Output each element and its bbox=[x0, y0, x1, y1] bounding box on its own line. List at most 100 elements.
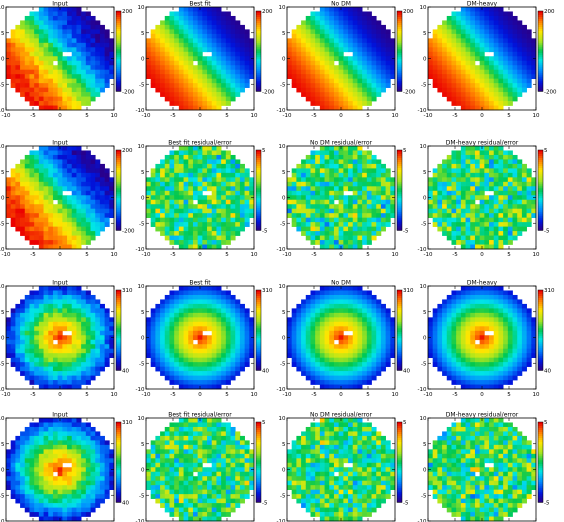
heatmap-cell bbox=[315, 163, 321, 169]
heatmap-cell bbox=[531, 60, 537, 66]
colorbar-segment bbox=[116, 356, 121, 359]
heatmap-cell bbox=[34, 321, 40, 327]
heatmap-cell bbox=[329, 92, 335, 97]
heatmap-cell bbox=[357, 226, 363, 232]
heatmap-cell bbox=[498, 240, 504, 245]
heatmap-cell bbox=[188, 213, 194, 218]
heatmap-cell bbox=[150, 33, 156, 39]
heatmap-cell bbox=[183, 286, 189, 291]
heatmap-cell bbox=[239, 172, 245, 178]
colorbar-frame bbox=[255, 149, 262, 231]
heatmap-cell bbox=[188, 101, 194, 106]
heatmap-cell bbox=[357, 213, 363, 218]
heatmap-cell bbox=[202, 11, 208, 17]
heatmap-cell bbox=[71, 7, 77, 12]
heatmap-cell bbox=[446, 186, 452, 192]
heatmap-cell bbox=[432, 56, 438, 62]
heatmap-cell bbox=[305, 190, 311, 196]
heatmap-cell bbox=[174, 56, 180, 62]
heatmap-cell bbox=[202, 56, 208, 62]
heatmap-cell bbox=[244, 190, 250, 196]
heatmap-cell bbox=[493, 101, 499, 106]
heatmap-cell bbox=[493, 24, 499, 30]
heatmap-cell bbox=[301, 222, 307, 227]
heatmap-cell bbox=[81, 154, 87, 160]
heatmap-cell bbox=[301, 199, 307, 205]
heatmap-cell bbox=[221, 303, 227, 309]
heatmap-cell bbox=[446, 92, 452, 97]
heatmap-cell bbox=[362, 11, 368, 17]
heatmap-cell bbox=[249, 190, 255, 196]
heatmap-cell bbox=[155, 181, 161, 187]
heatmap-cell bbox=[310, 195, 316, 201]
heatmap-cell bbox=[315, 47, 321, 53]
heatmap-cell bbox=[319, 101, 325, 106]
heatmap-cell bbox=[301, 208, 307, 214]
heatmap-cell bbox=[20, 78, 26, 84]
heatmap-cell bbox=[310, 240, 316, 245]
heatmap-cells bbox=[146, 7, 255, 111]
heatmap-cell bbox=[48, 172, 54, 178]
heatmap-cell bbox=[310, 101, 316, 106]
heatmap-cell bbox=[197, 83, 203, 88]
heatmap-cell bbox=[207, 159, 213, 165]
colorbar-segment bbox=[538, 160, 543, 163]
y-tick-label: 10 bbox=[279, 144, 286, 150]
heatmap-cell bbox=[160, 303, 166, 309]
heatmap-cell bbox=[57, 240, 63, 245]
heatmap-cell bbox=[216, 172, 222, 178]
colorbar-segment bbox=[397, 27, 402, 30]
heatmap-cell bbox=[164, 163, 170, 169]
heatmap-cell bbox=[230, 375, 236, 381]
heatmap-cell bbox=[216, 105, 222, 111]
heatmap-cell bbox=[498, 168, 504, 174]
heatmap-cell bbox=[169, 231, 175, 236]
heatmap-cell bbox=[85, 308, 91, 314]
colorbar-segment bbox=[397, 228, 402, 231]
heatmap-cell bbox=[67, 290, 73, 296]
heatmap-cell bbox=[348, 78, 354, 84]
heatmap-cell bbox=[390, 213, 396, 218]
heatmap-cell bbox=[211, 290, 217, 296]
heatmap-cell bbox=[169, 290, 175, 296]
heatmap-cell bbox=[442, 24, 448, 30]
heatmap-cell bbox=[296, 83, 302, 88]
heatmap-cell bbox=[366, 235, 372, 241]
heatmap-cell bbox=[507, 159, 513, 165]
heatmap-cell bbox=[202, 240, 208, 245]
heatmap-cell bbox=[371, 60, 377, 66]
heatmap-cell bbox=[385, 213, 391, 218]
heatmap-cell bbox=[183, 222, 189, 227]
heatmap-cell bbox=[197, 60, 203, 66]
heatmap-cell bbox=[376, 168, 382, 174]
heatmap-cell bbox=[352, 101, 358, 106]
heatmap-cell bbox=[6, 38, 12, 44]
heatmap-cell bbox=[99, 78, 105, 84]
heatmap-cell bbox=[85, 29, 91, 35]
heatmap-cell bbox=[85, 87, 91, 93]
heatmap-cell bbox=[348, 29, 354, 35]
heatmap-cell bbox=[451, 38, 457, 44]
heatmap-cell bbox=[174, 33, 180, 39]
heatmap-cell bbox=[371, 222, 377, 227]
colorbar-segment bbox=[116, 228, 121, 231]
heatmap-cell bbox=[38, 7, 44, 12]
heatmap-cell bbox=[174, 339, 180, 345]
heatmap-cell bbox=[183, 235, 189, 241]
heatmap-cell bbox=[329, 38, 335, 44]
heatmap-cell bbox=[85, 177, 91, 183]
heatmap-cell bbox=[442, 186, 448, 192]
heatmap-cell bbox=[366, 51, 372, 57]
heatmap-cell bbox=[348, 159, 354, 165]
colorbar-segment bbox=[256, 164, 261, 167]
y-tick-label: -10 bbox=[418, 247, 427, 253]
colorbar-frame bbox=[537, 10, 544, 92]
heatmap-cell bbox=[57, 213, 63, 218]
heatmap-cell bbox=[489, 38, 495, 44]
colorbar-segment bbox=[116, 21, 121, 24]
heatmap-cell bbox=[174, 335, 180, 341]
colorbar-segment bbox=[397, 212, 402, 215]
heatmap-cell bbox=[76, 290, 82, 296]
heatmap-cell bbox=[503, 235, 509, 241]
heatmap-cell bbox=[493, 154, 499, 160]
